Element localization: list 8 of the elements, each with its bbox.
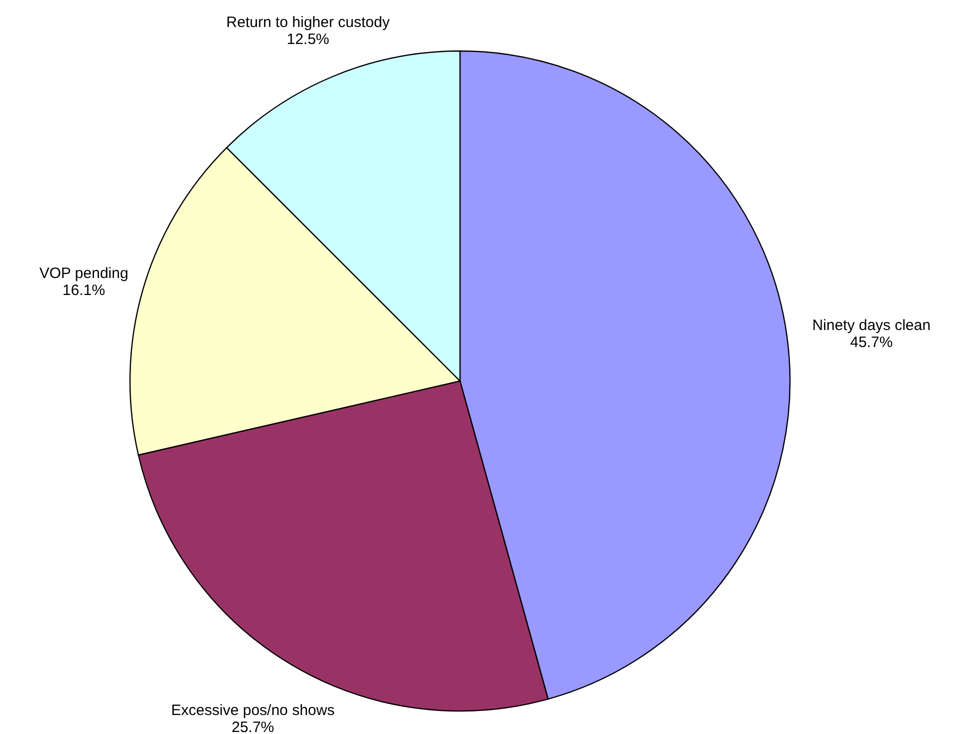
slice-label: Return to higher custody xyxy=(226,14,390,31)
data-label: 25.7% xyxy=(232,719,274,734)
data-label: 45.7% xyxy=(850,334,893,352)
slice-label: Ninety days clean xyxy=(812,317,931,334)
data-label: 12.5% xyxy=(286,31,330,48)
slice-label: VOP pending xyxy=(39,264,128,282)
data-label: 16.1% xyxy=(62,282,106,299)
slice-label: Excessive pos/no shows xyxy=(171,702,335,719)
